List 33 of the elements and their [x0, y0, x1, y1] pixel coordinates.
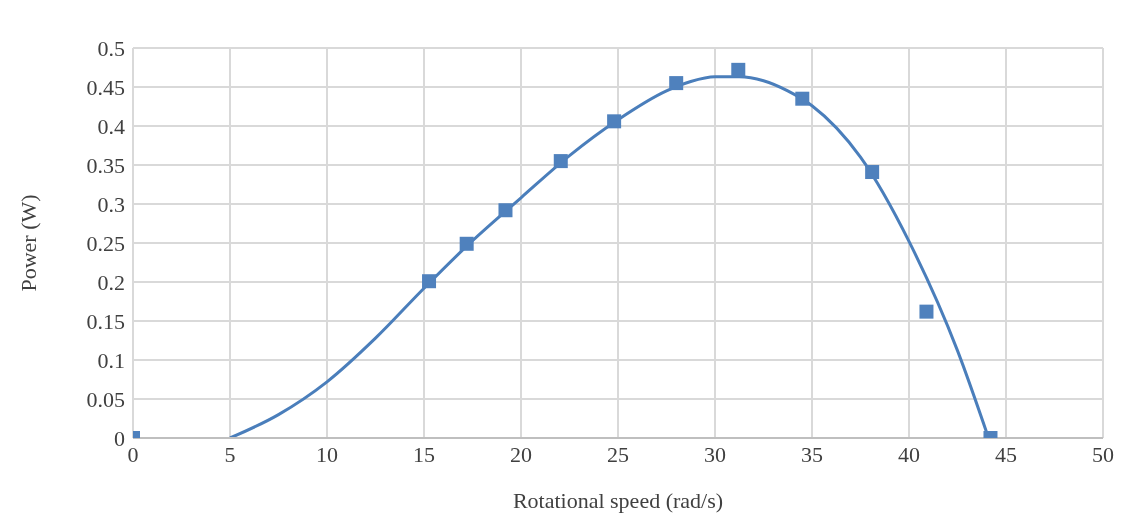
y-tick-label: 0.5	[97, 35, 125, 61]
point	[498, 203, 513, 218]
x-tick-label: 25	[607, 441, 629, 467]
point	[422, 274, 437, 289]
point	[607, 114, 622, 129]
y-tick-label: 0.15	[86, 308, 125, 334]
y-tick-label: 0.05	[86, 386, 125, 412]
point	[669, 76, 684, 91]
y-tick-label: 0.1	[97, 347, 125, 373]
y-tick-label: 0.4	[97, 113, 125, 139]
point	[459, 236, 474, 251]
y-tick-label: 0	[114, 425, 125, 451]
point	[919, 304, 934, 319]
point	[553, 154, 568, 169]
x-tick-label: 45	[995, 441, 1017, 467]
x-tick-label: 35	[801, 441, 823, 467]
x-tick-label: 5	[224, 441, 236, 467]
point	[731, 62, 746, 77]
x-tick-label: 10	[316, 441, 338, 467]
point	[795, 91, 810, 106]
point	[865, 165, 880, 180]
y-tick-label: 0.35	[86, 152, 125, 178]
x-tick-label: 20	[510, 441, 532, 467]
x-tick-label: 50	[1092, 441, 1114, 467]
y-tick-label: 0.45	[86, 74, 125, 100]
x-tick-label: 30	[704, 441, 726, 467]
x-axis-title: Rotational speed (rad/s)	[512, 488, 724, 513]
y-axis-title: Power (W)	[15, 194, 41, 292]
x-tick-label: 15	[413, 441, 435, 467]
y-tick-label: 0.25	[86, 230, 125, 256]
y-tick-label: 0.3	[97, 191, 125, 217]
y-tick-label: 0.2	[97, 269, 125, 295]
x-tick-label: 40	[898, 441, 920, 467]
